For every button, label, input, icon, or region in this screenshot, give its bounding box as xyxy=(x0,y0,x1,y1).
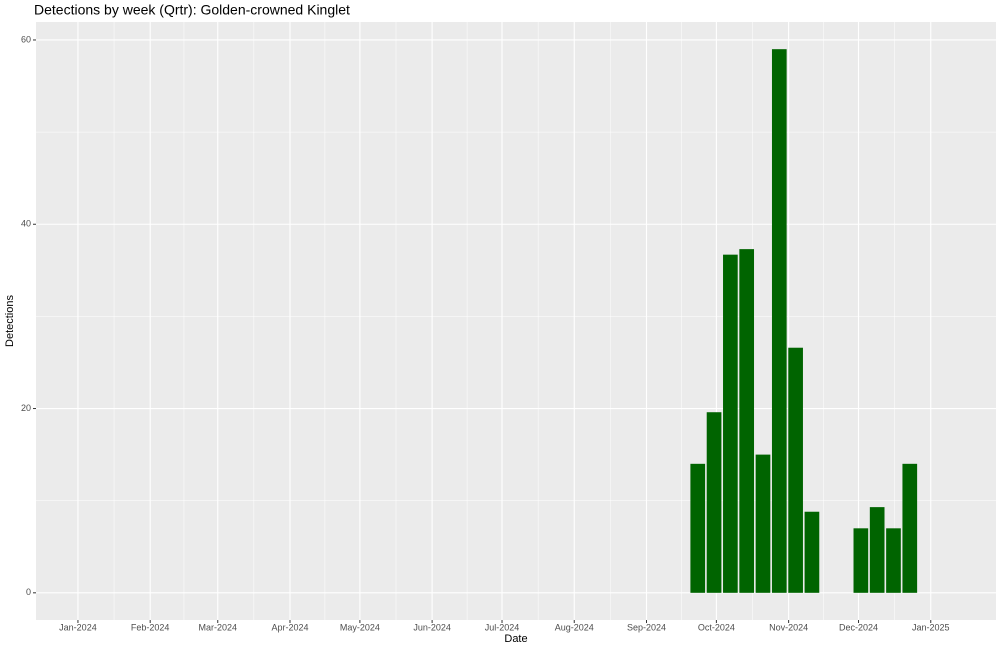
bar xyxy=(771,49,787,593)
y-tick-label: 20 xyxy=(21,403,31,413)
x-tick-label: Jun-2024 xyxy=(413,622,451,632)
bar xyxy=(755,454,771,593)
bar xyxy=(690,463,706,593)
x-axis-title: Date xyxy=(504,633,527,645)
panel xyxy=(36,22,996,620)
bar xyxy=(706,412,722,593)
chart-title: Detections by week (Qrtr): Golden-crowne… xyxy=(34,2,350,18)
x-tick-label: Sep-2024 xyxy=(627,622,666,632)
x-tick-label: Jan-2024 xyxy=(59,622,97,632)
bar xyxy=(788,347,803,593)
x-tick-label: Mar-2024 xyxy=(198,622,237,632)
bar xyxy=(853,528,869,593)
y-tick-label: 60 xyxy=(21,34,31,44)
x-tick-label: Jan-2025 xyxy=(912,622,950,632)
bar xyxy=(804,511,820,593)
x-tick-label: Nov-2024 xyxy=(769,622,808,632)
y-tick-label: 40 xyxy=(21,219,31,229)
x-tick-label: Apr-2024 xyxy=(271,622,308,632)
x-tick-label: Feb-2024 xyxy=(131,622,170,632)
bar xyxy=(723,254,738,593)
x-tick-label: Aug-2024 xyxy=(555,622,594,632)
bars xyxy=(690,49,918,593)
y-axis-title: Detections xyxy=(4,295,16,347)
bar xyxy=(739,249,755,593)
bar xyxy=(902,463,918,593)
x-tick-label: Jul-2024 xyxy=(485,622,520,632)
bar xyxy=(869,507,885,593)
y-tick-label: 0 xyxy=(26,587,31,597)
x-tick-label: May-2024 xyxy=(340,622,380,632)
x-tick-label: Oct-2024 xyxy=(698,622,735,632)
bar xyxy=(886,528,901,593)
x-tick-label: Dec-2024 xyxy=(839,622,878,632)
